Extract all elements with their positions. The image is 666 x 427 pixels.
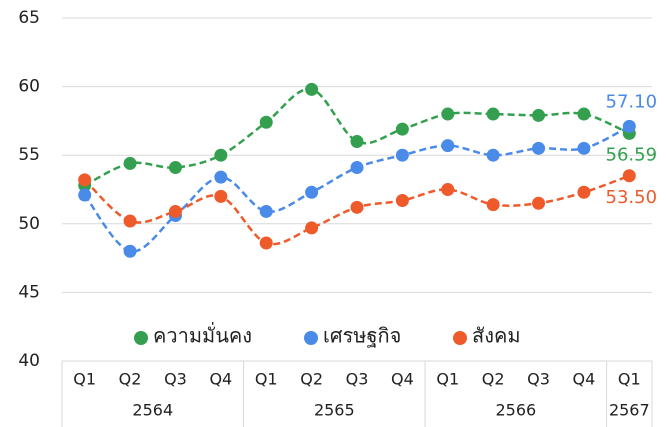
point [441,183,455,196]
value-label: 57.10 [606,91,658,112]
point [486,107,500,121]
y-tick-label: 45 [18,282,40,302]
point [395,148,409,162]
y-tick-label: 50 [18,214,40,234]
point [78,188,92,202]
point [532,196,546,210]
point [622,169,636,183]
x-tick-label: Q1 [255,370,278,389]
x-tick-label: Q2 [300,370,323,389]
point [395,193,409,207]
point [395,122,409,136]
value-label: 56.59 [606,144,658,165]
point [486,198,500,212]
point [486,148,500,162]
y-tick-label: 60 [18,77,40,97]
point [532,108,546,122]
point [123,156,137,170]
point [214,148,228,162]
legend-marker [453,331,467,345]
y-tick-label: 55 [18,145,40,165]
point [259,115,273,129]
point [577,185,591,199]
x-tick-label: Q1 [618,370,641,389]
x-tick-label: Q4 [391,370,414,389]
point [305,221,319,235]
point [305,82,319,96]
x-group-label: 2565 [314,401,355,420]
x-tick-label: Q1 [436,370,459,389]
point [577,141,591,155]
point [441,107,455,121]
x-tick-label: Q3 [527,370,550,389]
point [532,141,546,155]
legend-marker [134,331,148,345]
point [622,119,636,133]
point [123,214,137,228]
point [350,200,364,214]
point [214,170,228,184]
legend-label: สังคม [472,324,521,348]
point [441,139,455,153]
point [259,204,273,218]
x-group-label: 2567 [609,401,650,420]
x-tick-label: Q2 [119,370,142,389]
point [577,107,591,121]
point [168,204,182,218]
y-tick-label: 40 [18,351,40,371]
point [259,236,273,250]
x-tick-label: Q4 [209,370,232,389]
x-tick-label: Q2 [482,370,505,389]
point [214,189,228,203]
x-tick-label: Q4 [573,370,596,389]
x-tick-label: Q3 [164,370,187,389]
x-group-label: 2566 [495,401,536,420]
x-group-label: 2564 [132,401,173,420]
point [168,161,182,175]
x-tick-label: Q3 [346,370,369,389]
value-label: 53.50 [606,187,658,208]
point [78,173,92,187]
legend-label: ความมั่นคง [153,322,252,348]
x-tick-label: Q1 [73,370,96,389]
point [350,134,364,148]
y-tick-label: 65 [18,8,40,28]
point [123,244,137,258]
point [350,161,364,175]
legend-label: เศรษฐกิจ [323,324,401,348]
point [305,185,319,199]
legend-marker [304,331,318,345]
